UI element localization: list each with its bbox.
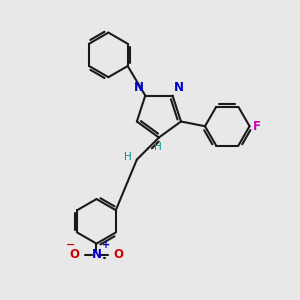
Text: O: O bbox=[70, 248, 80, 261]
Text: N: N bbox=[92, 248, 101, 261]
Text: O: O bbox=[113, 248, 123, 261]
Text: H: H bbox=[124, 152, 131, 162]
Text: H: H bbox=[154, 142, 162, 152]
Text: −: − bbox=[66, 240, 75, 250]
Text: F: F bbox=[253, 120, 261, 133]
Text: N: N bbox=[174, 81, 184, 94]
Text: N: N bbox=[134, 81, 144, 94]
Text: +: + bbox=[102, 240, 110, 250]
